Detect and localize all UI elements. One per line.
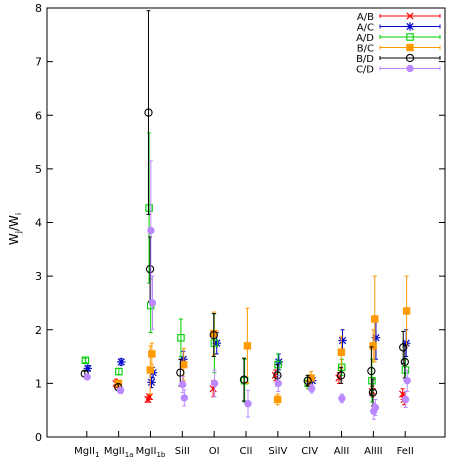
series-b-c [114, 275, 411, 406]
legend-label: A/C [357, 23, 374, 34]
data-point [115, 367, 123, 376]
data-point [399, 343, 408, 352]
data-point [176, 368, 185, 377]
data-point [400, 357, 409, 367]
x-tick-label: SiIV [268, 446, 287, 457]
data-point [147, 378, 156, 387]
legend-item: A/C [357, 22, 441, 34]
legend-marker [406, 12, 414, 20]
data-point [243, 342, 252, 350]
series-a-b [112, 369, 408, 406]
data-point [370, 407, 378, 415]
y-tick-label: 3 [35, 270, 42, 283]
x-tick-label: SiII [175, 446, 190, 457]
data-point [81, 356, 90, 365]
legend-marker [405, 22, 415, 31]
x-tick-label: OI [209, 446, 220, 457]
y-tick-label: 5 [35, 163, 42, 176]
series-layer [80, 10, 411, 420]
legend-label: B/D [356, 54, 374, 65]
data-point [371, 333, 381, 342]
data-point [148, 299, 157, 307]
legend: A/BA/CA/DB/CB/DC/D [356, 12, 441, 76]
x-tick-label: MgII1 [74, 446, 99, 459]
marker-stroke [144, 395, 152, 404]
data-point [117, 357, 126, 367]
data-point [209, 330, 218, 340]
series-c-d [83, 160, 411, 420]
x-tick-label: MgII1a [104, 446, 134, 459]
legend-item: B/D [356, 53, 441, 65]
data-point [338, 336, 347, 345]
data-point [180, 360, 188, 369]
legend-label: B/C [357, 44, 374, 55]
plot-frame [46, 7, 446, 438]
x-tick-label: CIV [301, 446, 318, 457]
plot-border [46, 7, 446, 438]
x-tick-label: AlIII [364, 446, 382, 457]
data-point [403, 376, 411, 385]
x-tick-label: MgII1b [136, 446, 166, 459]
y-tick-label: 2 [35, 324, 42, 337]
y-axis-label: Wj/Wi [7, 213, 23, 245]
data-point [147, 226, 155, 235]
legend-label: A/B [357, 12, 374, 23]
data-point [371, 315, 379, 323]
legend-marker [406, 43, 414, 52]
y-tick-label: 0 [35, 431, 42, 444]
x-tick-label: AlII [334, 446, 350, 457]
marker-stroke [406, 12, 414, 20]
data-point [180, 394, 189, 402]
data-point [145, 204, 153, 212]
data-point [402, 307, 411, 315]
data-point [368, 388, 378, 397]
data-point [146, 366, 154, 374]
legend-marker [406, 64, 414, 73]
data-point [367, 366, 376, 376]
legend-label: C/D [356, 65, 374, 76]
data-point [336, 371, 346, 380]
y-tick-label: 8 [35, 2, 42, 15]
data-point [179, 380, 187, 389]
data-point [401, 395, 410, 404]
data-point [274, 360, 282, 369]
data-point [148, 350, 156, 358]
data-point [239, 375, 249, 384]
data-point [210, 379, 219, 388]
legend-item: C/D [356, 64, 441, 76]
legend-item: A/D [356, 33, 441, 44]
legend-item: B/C [357, 43, 441, 55]
legend-item: A/B [357, 12, 441, 23]
data-point [338, 394, 346, 403]
data-point [145, 265, 155, 274]
legend-marker [406, 33, 414, 41]
series-b-d [80, 10, 409, 407]
x-tick-label: CII [240, 446, 253, 457]
data-point [303, 376, 312, 385]
y-axis: 0 1 2 3 4 5 6 7 8 [35, 2, 445, 444]
data-point [177, 334, 185, 342]
x-tick-label: FeII [397, 446, 414, 457]
x-axis: MgII1 MgII1a MgII1b SiII OI CII SiIV CIV AlII AlI… [74, 431, 414, 459]
y-tick-label: 6 [35, 109, 42, 122]
data-point [307, 385, 316, 393]
data-point [244, 400, 252, 408]
y-tick-label: 4 [35, 217, 42, 230]
series-a-d [81, 132, 410, 403]
y-tick-label: 7 [35, 56, 42, 69]
data-point [273, 371, 282, 380]
legend-label: A/D [356, 33, 374, 44]
data-point [368, 376, 376, 385]
data-point [144, 395, 152, 404]
y-tick-label: 1 [35, 377, 42, 390]
data-point [83, 373, 91, 381]
data-point [337, 348, 346, 356]
data-point [369, 342, 377, 350]
legend-marker [405, 53, 415, 63]
data-point [116, 386, 125, 395]
data-point [273, 395, 282, 404]
data-point [144, 108, 153, 117]
data-point [274, 379, 282, 388]
